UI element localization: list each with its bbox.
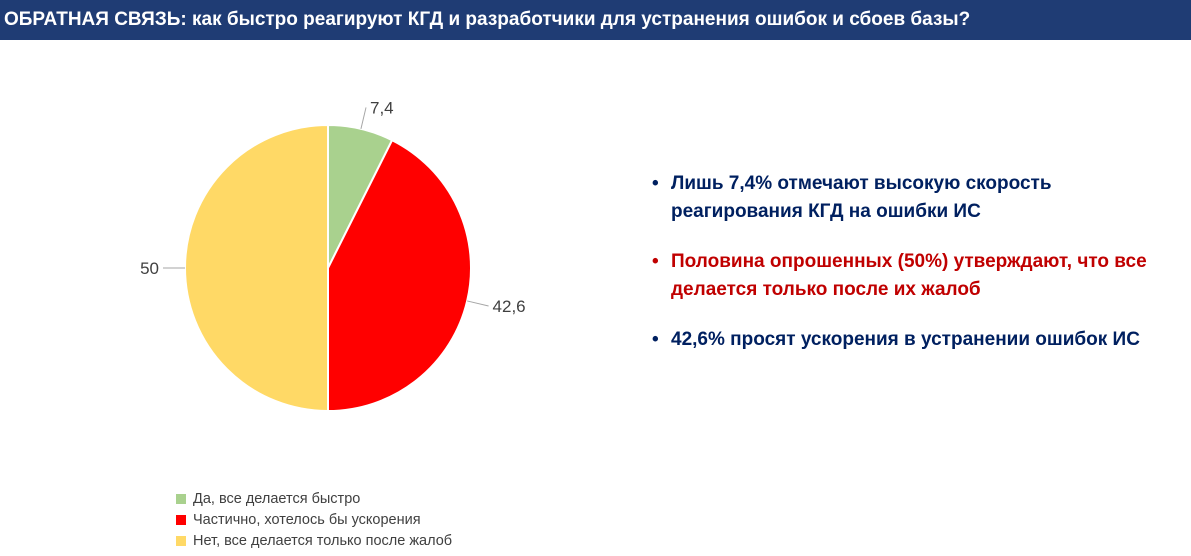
legend-swatch (176, 514, 186, 525)
key-findings: • Лишь 7,4% отмечают высокую скорость ре… (652, 170, 1172, 376)
finding-text: 42,6% просят ускорения в устранении ошиб… (671, 329, 1140, 350)
legend-item-yes: Да, все делается быстро (176, 488, 452, 509)
legend-swatch (176, 493, 186, 504)
legend-label: Частично, хотелось бы ускорения (193, 511, 421, 528)
pie-chart: 7,4 42,6 50 (140, 98, 526, 413)
slice-no (184, 123, 329, 413)
data-label: 50 (140, 259, 159, 278)
slice-partial (327, 138, 472, 413)
leader-line (360, 107, 367, 129)
leader-line (467, 300, 489, 307)
finding-3: • 42,6% просят ускорения в устранении ош… (652, 326, 1172, 354)
bullet-dot: • (652, 173, 659, 194)
bullet-dot: • (652, 251, 659, 272)
header-bar: ОБРАТНАЯ СВЯЗЬ: как быстро реагируют КГД… (0, 0, 1191, 40)
bullet-dot: • (652, 329, 659, 350)
finding-text: Половина опрошенных (50%) утверждают, чт… (671, 251, 1147, 300)
legend-item-partial: Частично, хотелось бы ускорения (176, 509, 452, 530)
legend-swatch (176, 535, 186, 546)
chart-legend: Да, все делается быстро Частично, хотело… (176, 488, 452, 551)
page-title: ОБРАТНАЯ СВЯЗЬ: как быстро реагируют КГД… (4, 9, 971, 30)
finding-2: • Половина опрошенных (50%) утверждают, … (652, 248, 1172, 304)
data-label: 7,4 (370, 98, 394, 117)
data-label: 42,6 (493, 297, 526, 316)
legend-item-no: Нет, все делается только после жалоб (176, 530, 452, 551)
finding-1: • Лишь 7,4% отмечают высокую скорость ре… (652, 170, 1172, 226)
finding-text: Лишь 7,4% отмечают высокую скорость реаг… (671, 173, 1052, 222)
legend-label: Нет, все делается только после жалоб (193, 532, 453, 549)
legend-label: Да, все делается быстро (193, 490, 361, 507)
